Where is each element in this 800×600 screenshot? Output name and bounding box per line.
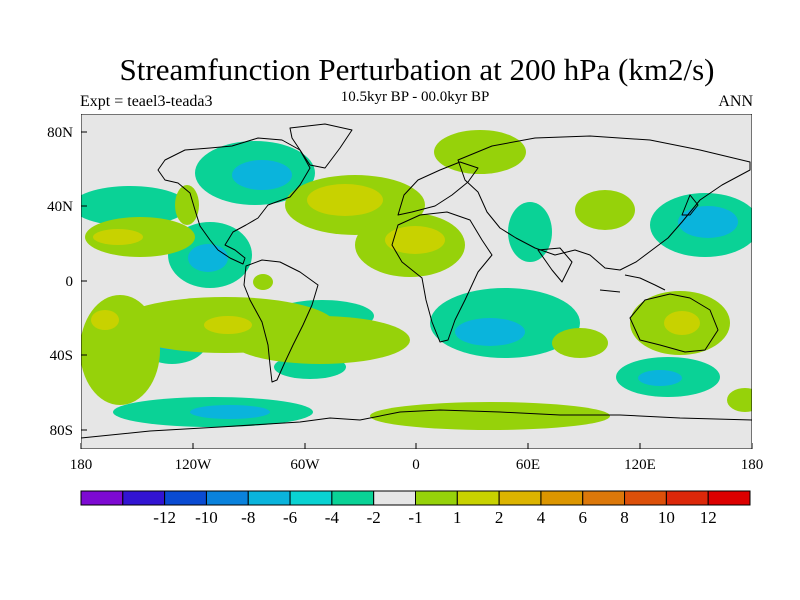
y-tick-label: 80N: [47, 125, 73, 141]
colorbar-swatch: [164, 490, 207, 506]
colorbar-label: -6: [283, 508, 297, 527]
x-tick-label: 60W: [290, 457, 320, 473]
colorbar-swatch: [624, 490, 667, 506]
colorbar-swatch: [373, 490, 417, 506]
colorbar-label: 12: [700, 508, 717, 527]
anomaly-core: [91, 310, 119, 330]
colorbar-label: -10: [195, 508, 218, 527]
strong-positive-fields: [91, 184, 700, 335]
plot-subtitle: 10.5kyr BP - 00.0kyr BP: [340, 89, 490, 105]
australia-coast: [629, 293, 719, 353]
y-tick-label: 80S: [50, 423, 73, 439]
africa-coast: [391, 211, 493, 343]
x-tick-label: 0: [412, 457, 420, 473]
anomaly-core: [664, 311, 700, 335]
plot-title: Streamfunction Perturbation at 200 hPa (…: [119, 52, 715, 87]
anomaly-core: [204, 316, 252, 334]
anomaly-cell: [552, 328, 608, 358]
colorbar-label: 8: [620, 508, 629, 527]
x-tick-label: 180: [70, 457, 93, 473]
colorbar-label: 10: [658, 508, 675, 527]
anomaly-cell: [253, 274, 273, 290]
colorbar-swatch: [415, 490, 458, 506]
colorbar-label: -4: [325, 508, 340, 527]
north-america-coast: [157, 137, 311, 265]
x-tick-label: 120E: [624, 457, 656, 473]
y-tick-label: 40S: [50, 348, 73, 364]
coastlines: [81, 123, 752, 439]
greenland-coast: [289, 123, 353, 169]
colorbar-swatch: [707, 490, 751, 506]
anomaly-cell: [81, 295, 160, 405]
y-tick-label: 40N: [47, 199, 73, 215]
colorbar-swatch: [498, 490, 542, 506]
colorbar-labels: -12 -10 -8 -6 -4 -2 -1 1 2 4 6 8 10 12: [153, 508, 716, 527]
colorbar-swatch: [247, 490, 291, 506]
strong-negative-fields: [154, 160, 738, 419]
anomaly-core: [93, 229, 143, 245]
colorbar-label: 1: [453, 508, 462, 527]
anomaly-core: [455, 318, 525, 346]
colorbar: [80, 490, 751, 506]
colorbar-swatch: [456, 490, 500, 506]
colorbar-label: 4: [537, 508, 546, 527]
antarctica-coast: [81, 409, 752, 439]
anomaly-cell: [81, 186, 188, 226]
anomaly-core: [678, 206, 738, 238]
anomaly-cell: [508, 202, 552, 262]
anomaly-core: [638, 370, 682, 386]
anomaly-cell: [230, 316, 410, 364]
experiment-label: Expt = teael3-teada3: [80, 93, 213, 110]
colorbar-swatch: [665, 490, 709, 506]
anomaly-core: [385, 226, 445, 254]
colorbar-swatch: [582, 490, 626, 506]
colorbar-label: -1: [408, 508, 422, 527]
japan-coast: [681, 194, 699, 216]
anomaly-core: [190, 405, 270, 419]
indonesia-coast: [599, 274, 666, 293]
india-coast: [537, 247, 573, 283]
x-tick-label: 60E: [516, 457, 540, 473]
x-tick-label: 120W: [175, 457, 213, 473]
colorbar-label: -12: [153, 508, 176, 527]
anomaly-core: [307, 184, 383, 216]
europe-coast: [397, 161, 479, 216]
y-tick-label: 0: [66, 274, 74, 290]
anomaly-core: [232, 160, 292, 190]
colorbar-label: 2: [495, 508, 504, 527]
south-america-coast: [243, 259, 319, 383]
colorbar-swatch: [289, 490, 333, 506]
anomaly-cell: [370, 402, 610, 430]
anomaly-cell: [175, 185, 199, 225]
anomaly-cell: [727, 388, 752, 412]
colorbar-swatch: [122, 490, 166, 506]
colorbar-label: 6: [579, 508, 588, 527]
colorbar-label: -2: [367, 508, 381, 527]
asia-coast: [457, 135, 751, 271]
anomaly-cell: [575, 190, 635, 230]
colorbar-label: -8: [241, 508, 255, 527]
axis-ticks: [80, 131, 753, 449]
colorbar-swatch: [331, 490, 375, 506]
anomaly-core: [188, 244, 228, 272]
colorbar-swatch: [205, 490, 249, 506]
colorbar-swatch: [80, 490, 124, 506]
colorbar-swatch: [540, 490, 584, 506]
season-label: ANN: [718, 93, 753, 110]
x-tick-label: 180: [741, 457, 764, 473]
